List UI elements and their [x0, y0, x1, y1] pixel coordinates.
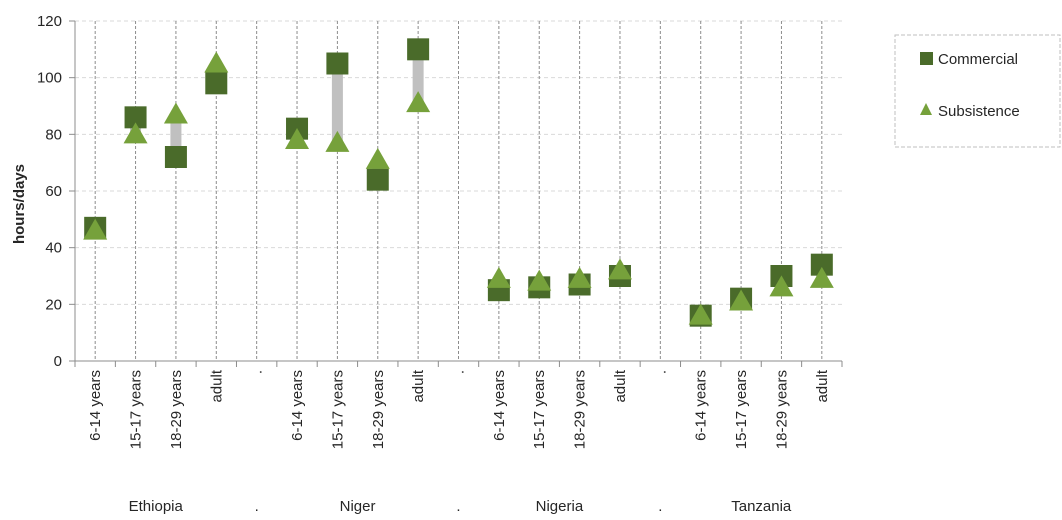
- x-category-label: adult: [208, 369, 225, 402]
- x-category-label: 18-29 years: [572, 370, 589, 449]
- x-category-label: adult: [612, 369, 629, 402]
- x-category-label: 6-14 years: [87, 370, 104, 441]
- y-axis-title: hours/days: [11, 164, 28, 244]
- commercial-point: [124, 106, 147, 129]
- subsistence-point: [607, 258, 632, 280]
- y-tick-label: 80: [45, 126, 62, 143]
- subsistence-point: [123, 122, 148, 144]
- commercial-point: [326, 52, 349, 75]
- difference-bar: [412, 49, 424, 104]
- group-label: Tanzania: [731, 498, 792, 515]
- subsistence-point: [325, 130, 350, 152]
- y-tick-label: 40: [45, 240, 62, 257]
- commercial-point: [407, 38, 430, 61]
- subsistence-point: [769, 275, 794, 297]
- subsistence-point: [486, 266, 511, 288]
- commercial-point: [205, 72, 228, 95]
- group-label: Nigeria: [536, 498, 584, 515]
- commercial-point: [366, 168, 389, 191]
- difference-bar: [170, 114, 182, 157]
- grid-layer: [75, 20, 842, 361]
- y-tick-label: 60: [45, 183, 62, 200]
- x-category-label: 15-17 years: [128, 370, 145, 449]
- x-category-label: 6-14 years: [289, 370, 306, 441]
- x-category-label: 18-29 years: [370, 370, 387, 449]
- legend-subsistence-marker: [920, 103, 932, 115]
- data-marks: [83, 38, 834, 327]
- x-category-label: adult: [814, 369, 831, 402]
- x-category-label: 15-17 years: [531, 370, 548, 449]
- y-tick-label: 0: [54, 353, 62, 370]
- subsistence-point: [406, 91, 431, 113]
- x-category-label: 6-14 years: [693, 370, 710, 441]
- group-separator-label: .: [658, 498, 662, 515]
- y-tick-label: 120: [37, 13, 62, 30]
- commercial-point: [164, 146, 187, 168]
- legend: Commercial Subsistence: [894, 34, 1061, 148]
- subsistence-point: [729, 289, 754, 311]
- subsistence-point: [809, 266, 834, 288]
- x-category-label: 15-17 years: [733, 370, 750, 449]
- group-separator-label: .: [456, 498, 460, 515]
- x-category-label: 18-29 years: [168, 370, 185, 449]
- subsistence-point: [365, 147, 390, 169]
- legend-commercial-label: Commercial: [938, 51, 1018, 68]
- group-label: Niger: [340, 498, 376, 515]
- group-label: Ethiopia: [129, 498, 184, 515]
- subsistence-point: [83, 218, 108, 240]
- x-category-label: 6-14 years: [491, 370, 508, 441]
- difference-bar: [331, 63, 343, 143]
- x-separator-label: .: [249, 370, 266, 374]
- group-separator-label: .: [255, 498, 259, 515]
- legend-box: [894, 34, 1061, 148]
- legend-subsistence-label: Subsistence: [938, 103, 1020, 120]
- commercial-point: [810, 253, 833, 276]
- subsistence-point: [567, 266, 592, 288]
- y-tick-label: 100: [37, 70, 62, 87]
- x-separator-label: .: [451, 370, 468, 374]
- y-tick-label: 20: [45, 296, 62, 313]
- x-separator-label: .: [652, 370, 669, 374]
- subsistence-point: [204, 51, 229, 73]
- axis-layer: 0 20 40 60 80 100 120 6-14 years 15-17 years 18-2…: [37, 13, 843, 515]
- x-category-label: 18-29 years: [773, 370, 790, 449]
- x-category-label: adult: [410, 369, 427, 402]
- subsistence-point: [688, 303, 713, 325]
- subsistence-point: [163, 102, 188, 124]
- x-category-label: 15-17 years: [329, 370, 346, 449]
- subsistence-point: [285, 128, 310, 149]
- subsistence-point: [527, 269, 552, 291]
- legend-commercial-marker: [920, 52, 933, 65]
